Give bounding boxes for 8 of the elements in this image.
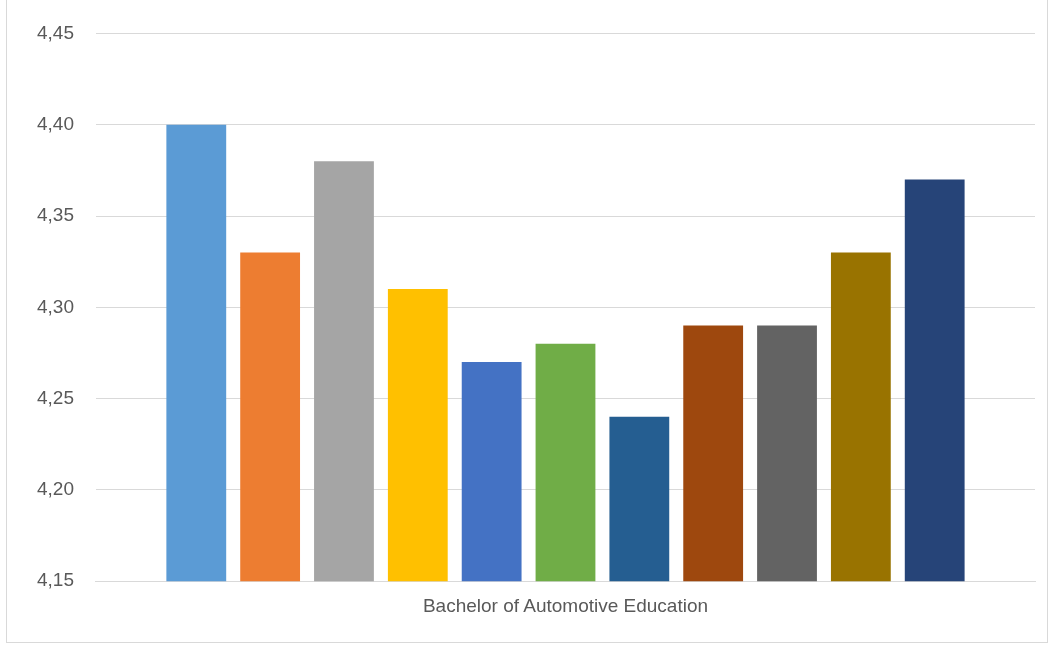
y-tick-label: 4,40 (37, 112, 74, 134)
y-tick-label: 4,30 (37, 295, 74, 317)
y-tick-label: 4,20 (37, 478, 74, 500)
x-tick-label: Bachelor of Automotive Education (422, 594, 709, 616)
y-tick-label: 4,25 (37, 386, 74, 408)
y-tick-label: 4,45 (37, 21, 74, 43)
y-tick-label: 4,15 (37, 569, 74, 591)
y-tick-label: 4,35 (37, 204, 74, 226)
